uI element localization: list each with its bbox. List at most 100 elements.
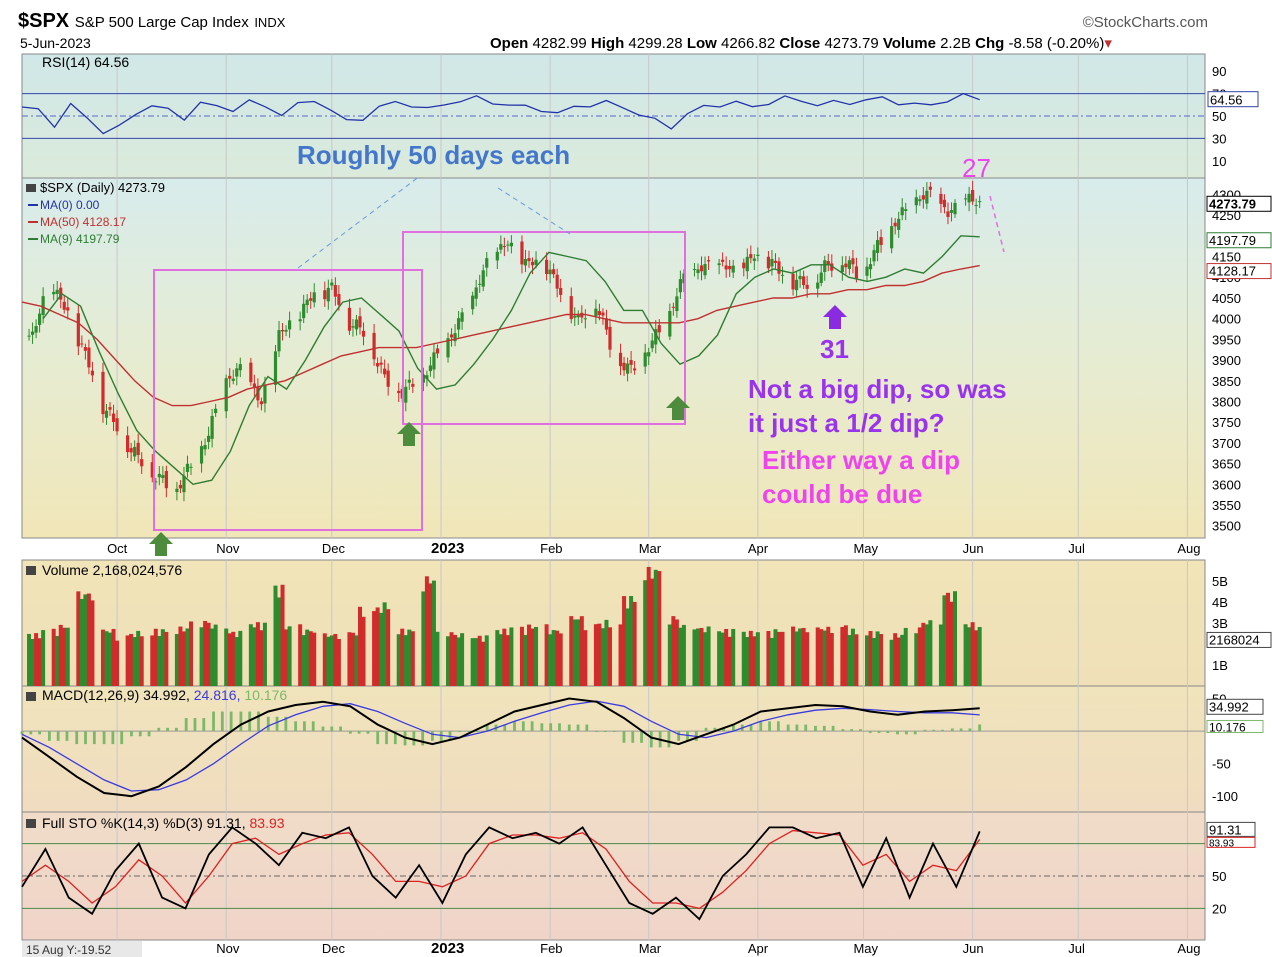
volume-tick-label: 1B — [1212, 658, 1228, 673]
macd-histogram-bar — [376, 731, 380, 745]
volume-bar — [379, 612, 384, 686]
volume-bar — [794, 631, 799, 686]
cycle-box-1 — [153, 269, 423, 531]
volume-bar — [829, 633, 834, 686]
volume-bar — [498, 634, 503, 686]
candle-body — [942, 199, 947, 208]
volume-bar — [572, 619, 577, 686]
price-tick-label: 4250 — [1212, 208, 1241, 223]
volume-bar — [181, 631, 186, 686]
candle-body — [897, 218, 901, 230]
candle-body — [597, 311, 602, 316]
volume-bar — [213, 624, 218, 686]
candle-body — [671, 306, 675, 308]
volume-bar — [277, 597, 282, 686]
candle-body — [203, 445, 207, 450]
volume-bar — [657, 571, 662, 686]
candle-body — [608, 326, 612, 350]
volume-bar — [780, 631, 785, 686]
sto-k-line — [21, 826, 981, 921]
volume-bar — [597, 623, 602, 686]
macd-histogram-bar — [92, 731, 96, 745]
rsi-tick-label: 90 — [1212, 64, 1226, 79]
volume-bar — [58, 624, 63, 686]
sto-legend-d: 83.93 — [250, 815, 285, 831]
candle-body — [875, 240, 880, 254]
macd-histogram-bar — [576, 724, 580, 732]
volume-bar — [460, 633, 465, 686]
volume-bar — [322, 633, 327, 686]
candle-body — [185, 463, 190, 472]
candle-body — [309, 298, 313, 301]
candle-body — [471, 295, 475, 310]
candle-body — [30, 331, 35, 335]
volume-bar — [731, 628, 736, 686]
macd-histogram-bar — [84, 731, 87, 745]
candle-body — [287, 320, 292, 330]
volume-bar — [104, 631, 109, 686]
rsi-last-box — [1207, 91, 1259, 108]
annotation-fifty-days: Roughly 50 days each — [297, 140, 570, 170]
volume-bar — [769, 637, 774, 686]
volume-bar — [115, 640, 120, 686]
volume-bar — [579, 616, 584, 686]
candle-body — [643, 352, 647, 367]
candle-body — [928, 186, 932, 190]
volume-bar — [361, 616, 366, 686]
volume-bar — [262, 622, 267, 686]
candle-body — [819, 272, 823, 283]
candle-body — [791, 273, 795, 290]
candle-body — [249, 362, 253, 383]
candle-body — [953, 202, 957, 215]
candle-body — [474, 287, 478, 299]
volume-bar — [724, 628, 729, 686]
macd-histogram-bar — [467, 731, 470, 733]
volume-bar — [805, 632, 810, 686]
brand-text: StockCharts.com — [1093, 14, 1208, 31]
candle-body — [104, 410, 109, 418]
volume-bar — [407, 629, 412, 686]
volume-bar — [336, 638, 341, 686]
brand-link[interactable]: ©StockCharts.com — [1083, 14, 1208, 31]
macd-histogram-bar — [896, 731, 899, 735]
candle-body — [530, 261, 535, 266]
volume-bar — [83, 594, 88, 686]
candle-body — [449, 334, 454, 338]
volume-bar — [889, 639, 894, 686]
volume-bar — [671, 616, 676, 686]
candle-body — [312, 292, 316, 303]
volume-bar — [252, 627, 257, 686]
x-axis-label: Jun — [963, 541, 984, 556]
macd-last-label: 34.992 — [1209, 699, 1249, 714]
candle-body — [868, 264, 873, 270]
volume-bar — [203, 620, 208, 686]
candle-body — [583, 318, 587, 320]
candle-body — [552, 269, 556, 275]
volume-last-label: 2168024 — [1209, 632, 1260, 647]
candle-body — [337, 294, 341, 305]
candle-body — [963, 198, 968, 200]
candle-body — [527, 258, 531, 262]
cycle-box-2 — [402, 231, 686, 425]
price-tick-label: 4050 — [1212, 291, 1241, 306]
candle-body — [347, 307, 352, 331]
macd-histogram-bar — [877, 731, 881, 734]
x-axis-label-bottom: Dec — [322, 941, 346, 956]
volume-bar — [643, 580, 648, 686]
candle-body — [794, 279, 799, 291]
x-axis-label-bottom: Feb — [540, 941, 562, 956]
macd-histogram-bar — [831, 725, 835, 732]
volume-bar — [555, 630, 560, 686]
volume-bar — [942, 595, 947, 686]
green-up-arrow-icon — [666, 396, 690, 420]
macd-histogram-bar — [458, 731, 462, 733]
volume-bar — [255, 622, 260, 686]
volume-bar — [558, 633, 563, 686]
volume-bar — [372, 611, 377, 686]
purple-up-arrow-icon — [823, 305, 847, 329]
candle-body — [523, 258, 528, 266]
candle-body — [323, 290, 327, 300]
open-value: 4282.99 — [532, 35, 587, 52]
volume-bar — [896, 637, 901, 686]
sto-last-box — [1206, 821, 1256, 837]
